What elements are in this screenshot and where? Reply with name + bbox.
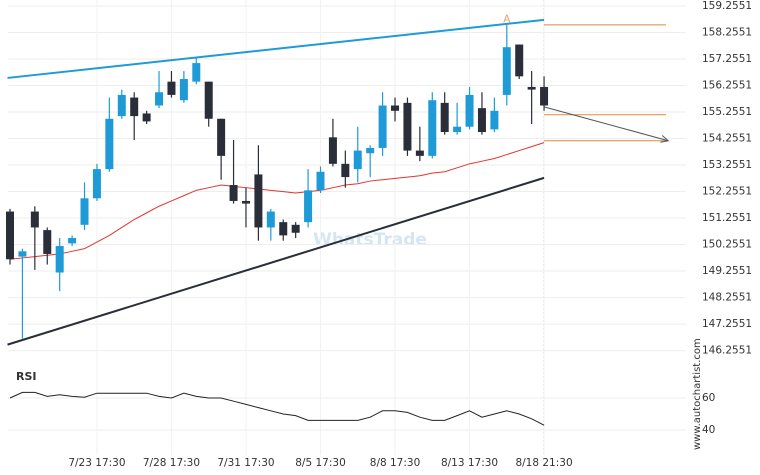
y-tick-label: 60 (702, 392, 715, 404)
candle-body (304, 190, 313, 223)
candle-body (316, 171, 325, 191)
candle-body (440, 102, 449, 133)
rsi-line (9, 391, 545, 426)
candle-body (515, 44, 524, 77)
candle-body (378, 105, 387, 148)
y-tick-label: 154.2551 (702, 133, 752, 145)
candle-body (254, 174, 263, 228)
candle-body (68, 238, 77, 244)
candle-body (490, 110, 499, 130)
candle-body (502, 47, 511, 95)
y-tick-label: 146.2551 (702, 345, 752, 357)
pattern-marker: A (503, 13, 511, 25)
candle-body (105, 118, 114, 170)
candle-body (403, 102, 412, 151)
y-tick-label: 156.2551 (702, 79, 752, 91)
candle-body (279, 222, 288, 236)
x-tick-label: 8/18 21:30 (515, 457, 572, 469)
candle-body (353, 150, 362, 170)
y-tick-label: 152.2551 (702, 186, 752, 198)
candle-body (540, 86, 549, 106)
candle-body (142, 113, 151, 122)
y-tick-label: 153.2551 (702, 159, 752, 171)
candle-body (92, 169, 101, 199)
y-tick-label: 151.2551 (702, 212, 752, 224)
arrow-head (660, 135, 670, 143)
candle-body (465, 94, 474, 127)
y-tick-label: 159.2551 (702, 0, 752, 12)
candle-body (453, 126, 462, 133)
candle-body (415, 150, 424, 156)
y-tick-label: 155.2551 (702, 106, 752, 118)
y-tick-label: 149.2551 (702, 265, 752, 277)
y-tick-label: 147.2551 (702, 318, 752, 330)
candle-body (30, 211, 39, 228)
y-tick-label: 157.2551 (702, 53, 752, 65)
candle-body (167, 81, 176, 95)
trend-line (7, 18, 545, 79)
candle-body (204, 81, 213, 119)
forecast-arrow (543, 106, 669, 142)
candle-body (43, 230, 52, 254)
y-tick-label: 148.2551 (702, 292, 752, 304)
candle-body (366, 147, 375, 154)
x-tick-label: 7/31 17:30 (217, 457, 274, 469)
x-tick-label: 8/5 17:30 (295, 457, 346, 469)
candle-body (80, 198, 89, 225)
x-tick-label: 8/13 17:30 (441, 457, 498, 469)
candle-body (179, 78, 188, 101)
trend-line (7, 176, 545, 346)
candle-body (341, 163, 350, 178)
x-tick-label: 7/23 17:30 (68, 457, 125, 469)
candle-body (291, 224, 300, 233)
x-tick-label: 7/28 17:30 (143, 457, 200, 469)
candle-body (527, 86, 536, 90)
candle-body (266, 211, 275, 228)
candle-body (328, 137, 337, 164)
candle-body (428, 100, 437, 156)
y-tick-label: 150.2551 (702, 239, 752, 251)
candle-body (117, 94, 126, 117)
candle-body (130, 97, 139, 117)
x-tick-label: 8/8 17:30 (370, 457, 421, 469)
candle-body (229, 185, 238, 201)
candle-body (6, 211, 14, 260)
y-tick-label: 40 (702, 424, 715, 436)
candle-body (391, 105, 400, 111)
candle-body (477, 108, 486, 133)
candle-body (217, 118, 226, 156)
candle-body (192, 63, 201, 82)
candle-body (241, 200, 250, 204)
source: www.autochartist.com (692, 338, 703, 450)
candle-body (18, 251, 27, 257)
y-tick-label: 158.2551 (702, 26, 752, 38)
candle-body (155, 92, 164, 106)
candle-body (55, 246, 64, 273)
rsi-title: RSI (16, 370, 37, 383)
moving-average (9, 142, 545, 260)
